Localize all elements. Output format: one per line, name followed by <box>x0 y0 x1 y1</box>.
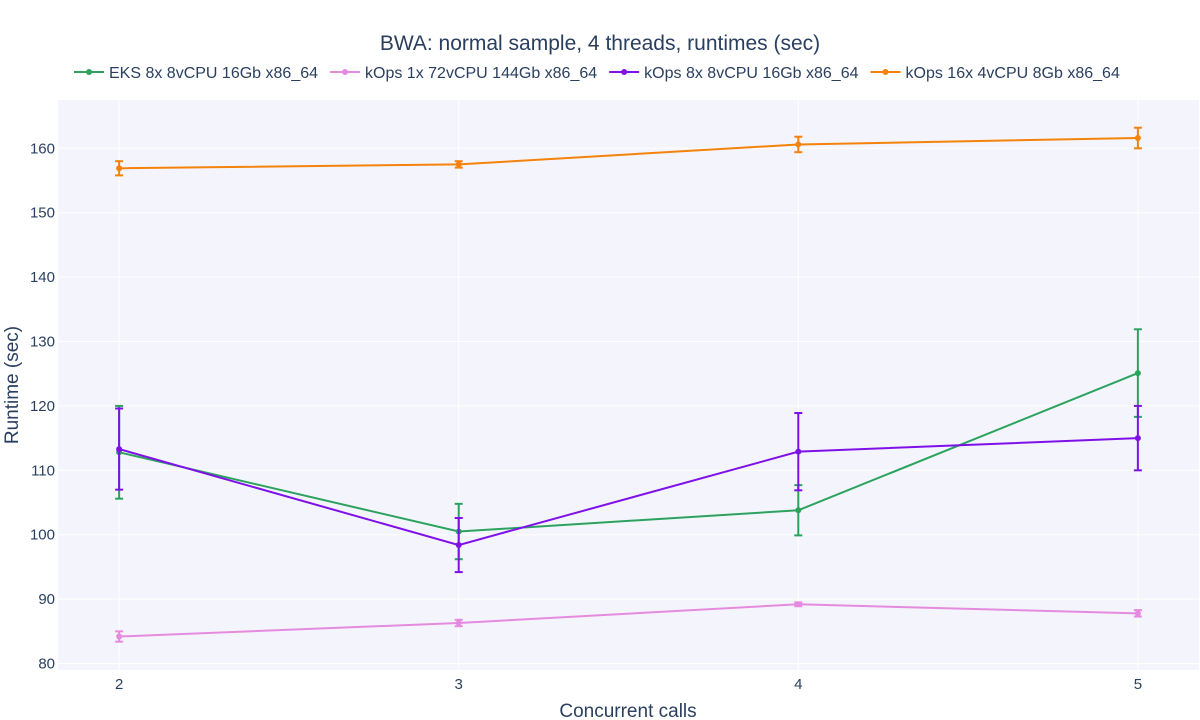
data-point <box>795 448 802 455</box>
data-point <box>455 161 462 168</box>
legend-marker <box>86 69 92 75</box>
legend-marker <box>621 69 628 75</box>
x-axis-label: Concurrent calls <box>559 701 696 720</box>
legend-label: kOps 1x 72vCPU 144Gb x86_64 <box>365 65 597 82</box>
y-tick-label: 160 <box>30 140 55 157</box>
data-point <box>795 141 802 148</box>
y-tick-label: 140 <box>30 269 55 286</box>
legend-label: EKS 8x 8vCPU 16Gb x86_64 <box>109 65 318 82</box>
legend-marker <box>882 69 889 75</box>
y-axis-ticks: 80 90 100 110 120 130 140 150 160 <box>30 140 55 672</box>
legend-label: kOps 16x 4vCPU 8Gb x86_64 <box>906 65 1120 82</box>
data-point <box>455 619 462 626</box>
y-tick-label: 150 <box>30 205 55 222</box>
y-tick-label: 110 <box>31 462 55 479</box>
y-tick-label: 80 <box>38 656 55 673</box>
data-point <box>116 633 123 640</box>
y-tick-label: 120 <box>30 398 55 415</box>
data-point <box>1134 135 1141 141</box>
y-tick-label: 130 <box>30 334 55 351</box>
grid-lines <box>58 100 1199 670</box>
data-point <box>1134 610 1141 617</box>
x-tick-label: 5 <box>1134 676 1142 693</box>
data-point <box>1134 370 1141 377</box>
data-point <box>116 165 123 172</box>
y-tick-label: 90 <box>38 591 55 608</box>
plot-area <box>58 100 1199 670</box>
y-axis-label: Runtime (sec) <box>2 326 23 444</box>
x-tick-label: 4 <box>794 676 802 693</box>
x-tick-label: 3 <box>455 676 463 693</box>
legend-item-3: kOps 8x 8vCPU 16Gb x86_64 <box>609 65 859 82</box>
series-line <box>118 372 1139 533</box>
series-2 <box>115 601 1142 643</box>
data-point <box>116 446 123 453</box>
legend: EKS 8x 8vCPU 16Gb x86_64 kOps 1x 72vCPU 1… <box>74 65 1120 82</box>
data-point <box>795 601 802 608</box>
series-layer <box>115 126 1142 643</box>
series-4 <box>115 126 1142 177</box>
series-line <box>118 437 1138 547</box>
series-line <box>119 137 1138 170</box>
chart-title: BWA: normal sample, 4 threads, runtimes … <box>380 32 820 55</box>
legend-marker <box>342 69 349 75</box>
series-3 <box>115 404 1142 574</box>
legend-item-1: EKS 8x 8vCPU 16Gb x86_64 <box>74 65 318 82</box>
x-axis-ticks: 2 3 4 5 <box>115 676 1142 693</box>
x-tick-label: 2 <box>115 676 123 693</box>
legend-item-4: kOps 16x 4vCPU 8Gb x86_64 <box>870 65 1120 82</box>
data-point <box>795 507 802 514</box>
series-line <box>119 603 1138 638</box>
legend-item-2: kOps 1x 72vCPU 144Gb x86_64 <box>330 65 597 82</box>
y-tick-label: 100 <box>30 527 55 544</box>
data-point <box>1134 435 1141 442</box>
data-point <box>455 542 462 549</box>
legend-label: kOps 8x 8vCPU 16Gb x86_64 <box>644 65 858 82</box>
